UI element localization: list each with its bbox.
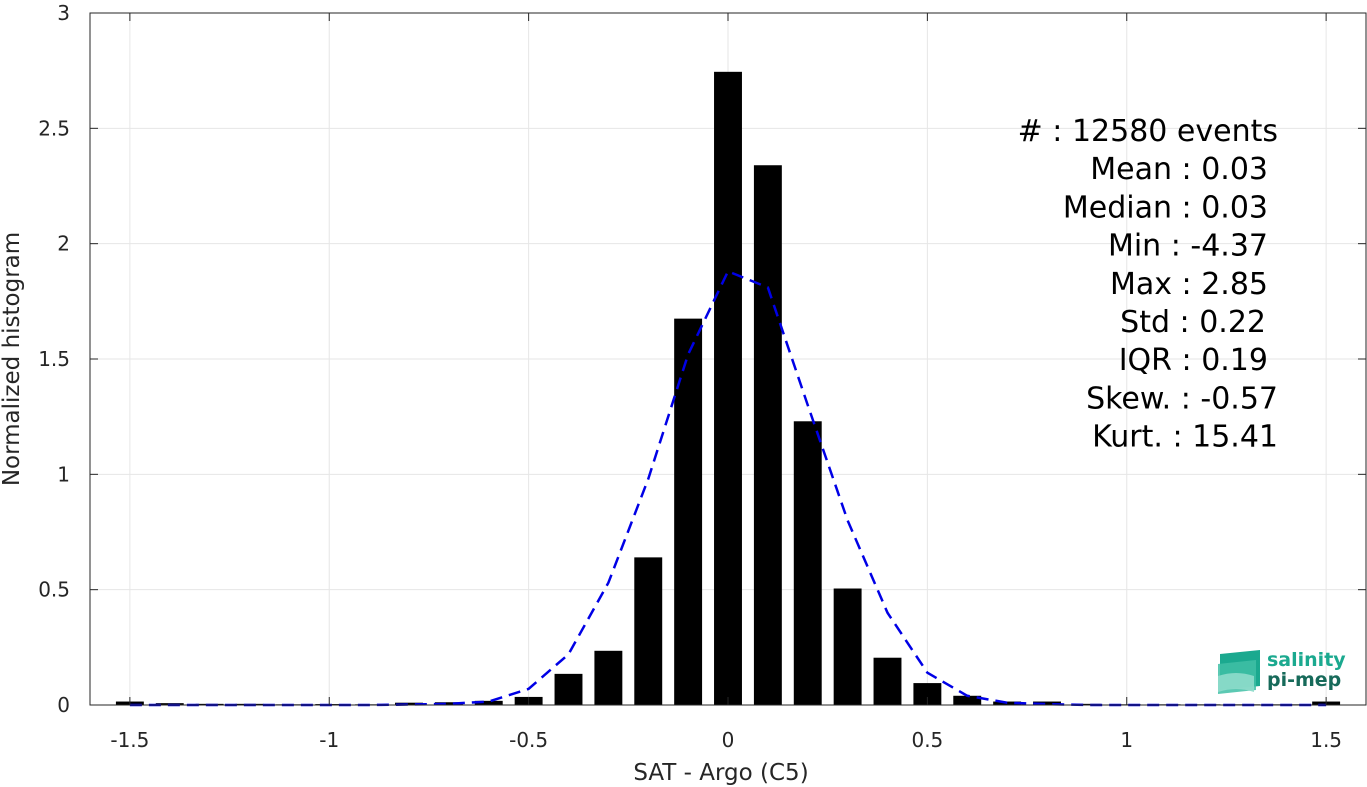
x-tick-label: 1: [1120, 728, 1133, 752]
logo-text-salinity: salinity: [1267, 649, 1346, 671]
logo-waves-icon: [1218, 650, 1260, 694]
x-tick-label: 1.5: [1310, 728, 1342, 752]
stat-line: Skew. : -0.57: [1086, 381, 1278, 416]
histogram-bar: [953, 695, 982, 705]
x-axis-label: SAT - Argo (C5): [633, 760, 808, 786]
histogram-bar: [474, 700, 503, 705]
x-tick-label: 0: [722, 728, 735, 752]
stat-line: # : 12580 events: [1018, 114, 1278, 149]
y-tick-label: 2.5: [38, 116, 70, 140]
x-tick-label: -0.5: [509, 728, 548, 752]
y-tick-label: 0: [57, 693, 70, 717]
stat-line: Kurt. : 15.41: [1092, 420, 1278, 455]
histogram-bar: [554, 673, 583, 705]
stat-line: IQR : 0.19: [1119, 343, 1268, 378]
y-tick-label: 3: [57, 1, 70, 25]
histogram-bar: [634, 557, 663, 705]
y-tick-label: 1.5: [38, 347, 70, 371]
y-tick-label: 1: [57, 462, 70, 486]
histogram-bar: [1072, 703, 1101, 705]
histogram-bar: [793, 421, 822, 705]
stat-line: Min : -4.37: [1108, 229, 1268, 264]
stat-line: Std : 0.22: [1120, 305, 1266, 340]
x-tick-label: -1: [319, 728, 339, 752]
logo-text-pi-mep: pi-mep: [1267, 669, 1341, 691]
histogram-bar: [714, 71, 742, 705]
histogram-bar: [913, 683, 942, 705]
bars: [115, 71, 1341, 706]
stat-line: Mean : 0.03: [1090, 152, 1268, 187]
histogram-bar: [873, 657, 902, 705]
y-tick-label: 0.5: [38, 578, 70, 602]
histogram-bar: [395, 702, 423, 705]
stat-line: Median : 0.03: [1063, 190, 1268, 225]
histogram-bar: [753, 165, 782, 706]
histogram-bar: [1033, 701, 1061, 705]
salinity-pi-mep-logo: salinity pi-mep: [1218, 649, 1346, 694]
y-axis: 0 0.5 1 1.5 2 2.5 3: [38, 1, 1366, 717]
y-axis-label: Normalized histogram: [0, 232, 25, 486]
histogram-bar: [833, 588, 862, 705]
x-axis: -1.5 -1 -0.5 0 0.5 1 1.5: [110, 13, 1342, 752]
histogram-bar: [594, 650, 623, 705]
stat-line: Max : 2.85: [1110, 267, 1268, 302]
histogram-bar: [674, 318, 703, 705]
y-tick-label: 2: [57, 232, 70, 256]
histogram-bar: [434, 702, 463, 705]
x-tick-label: -1.5: [110, 728, 149, 752]
x-tick-label: 0.5: [911, 728, 943, 752]
